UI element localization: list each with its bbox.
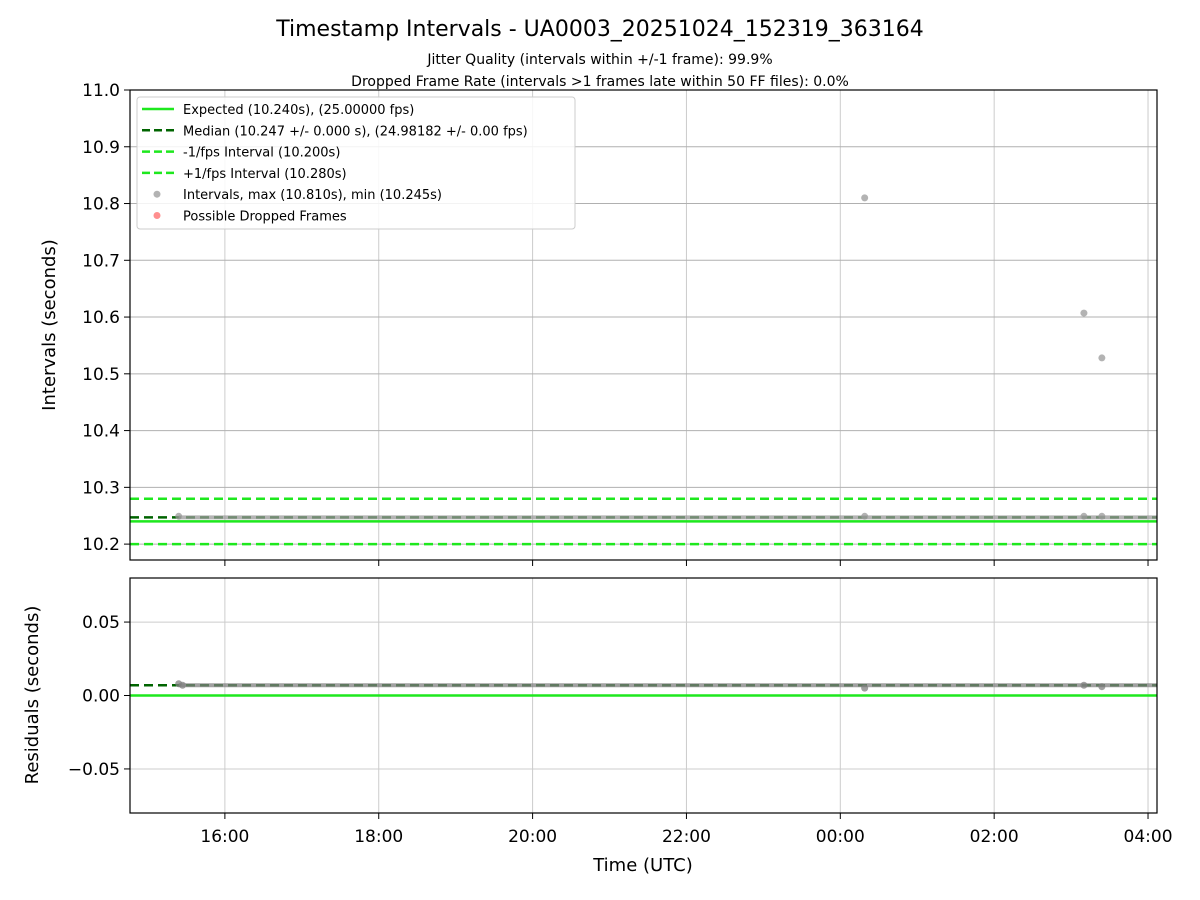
x-tick-label: 00:00 <box>816 827 865 847</box>
intervals-panel: 11.0 10.9 10.8 10.7 10.6 10.5 10.4 10.3 10.2 Expe… <box>82 81 1158 566</box>
chart-title: Timestamp Intervals - UA0003_20251024_15… <box>275 17 924 42</box>
intervals-y-tick-label: 10.9 <box>82 138 120 158</box>
legend: Expected (10.240s), (25.00000 fps) Median… <box>136 96 576 230</box>
x-tick-label: 16:00 <box>200 827 249 847</box>
intervals-data-point <box>1098 354 1106 362</box>
residuals-frame <box>129 577 1158 814</box>
intervals-y-tick-label: 10.2 <box>82 535 120 555</box>
legend-entry-label: +1/fps Interval (10.280s) <box>183 167 347 182</box>
intervals-data-point <box>1080 309 1088 317</box>
x-axis-label: Time (UTC) <box>592 855 693 876</box>
intervals-y-tick-label: 10.7 <box>82 251 120 271</box>
x-tick-label: 18:00 <box>354 827 403 847</box>
residuals-data-point <box>861 684 869 692</box>
intervals-data-point <box>861 194 869 202</box>
x-tick-label: 22:00 <box>662 827 711 847</box>
intervals-data-point <box>1098 512 1106 520</box>
intervals-data-point <box>861 512 869 520</box>
chart-subtitle-jitter: Jitter Quality (intervals within +/-1 fr… <box>426 52 772 68</box>
residuals-data-point <box>1098 683 1106 691</box>
intervals-y-tick-label: 11.0 <box>82 81 120 101</box>
x-tick-label: 02:00 <box>970 827 1019 847</box>
x-tick-label: 04:00 <box>1124 827 1173 847</box>
residuals-y-tick-label: 0.05 <box>82 613 120 633</box>
y-axis-label-residuals: Residuals (seconds) <box>22 606 43 785</box>
legend-entry-label: Expected (10.240s), (25.00000 fps) <box>183 103 414 118</box>
legend-entry-label: Median (10.247 +/- 0.000 s), (24.98182 +… <box>183 124 528 139</box>
y-axis-label-intervals: Intervals (seconds) <box>39 239 60 411</box>
residuals-data-point <box>179 681 187 689</box>
residuals-y-tick-label: −0.05 <box>68 760 120 780</box>
intervals-frame <box>129 89 1158 561</box>
legend-entry-label: -1/fps Interval (10.200s) <box>183 146 340 161</box>
intervals-data-point <box>1080 512 1088 520</box>
intervals-y-tick-label: 10.5 <box>82 365 120 385</box>
residuals-y-tick-label: 0.00 <box>82 687 120 707</box>
legend-swatch-marker <box>153 190 161 198</box>
intervals-y-tick-label: 10.8 <box>82 195 120 215</box>
legend-frame <box>136 96 576 230</box>
intervals-data-point <box>175 512 183 520</box>
intervals-y-tick-label: 10.3 <box>82 478 120 498</box>
intervals-y-tick-label: 10.4 <box>82 422 120 442</box>
intervals-plot-area <box>130 194 1157 546</box>
intervals-y-tick-label: 10.6 <box>82 308 120 328</box>
residuals-plot-area <box>130 680 1157 697</box>
residuals-data-point <box>1080 681 1088 689</box>
x-tick-label: 20:00 <box>508 827 557 847</box>
legend-swatch-marker <box>153 212 161 219</box>
legend-entry-label: Intervals, max (10.810s), min (10.245s) <box>183 188 442 203</box>
legend-entry-label: Possible Dropped Frames <box>183 210 347 225</box>
chart-subtitle-dropped: Dropped Frame Rate (intervals >1 frames … <box>351 74 849 90</box>
residuals-panel: 16:00 18:00 20:00 22:00 00:00 02:00 04:00 0.05 0… <box>68 577 1173 847</box>
